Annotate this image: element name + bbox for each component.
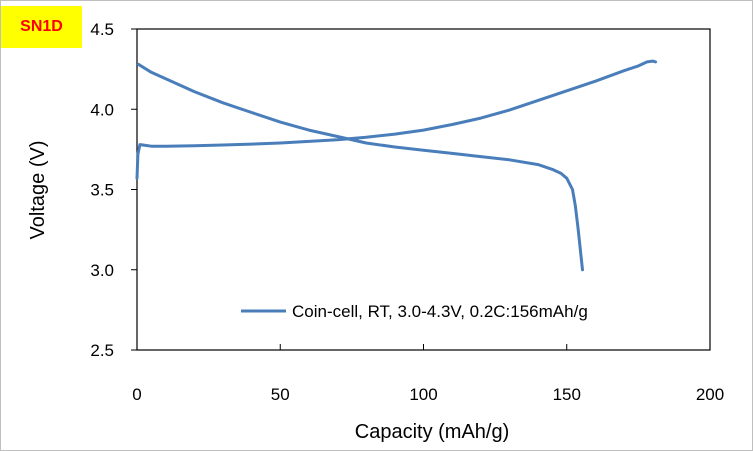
discharge-curve: [136, 62, 584, 272]
x-tick-label: 50: [271, 385, 290, 404]
x-tick-label: 200: [696, 385, 724, 404]
y-tick-label: 3.0: [90, 261, 114, 280]
y-tick-label: 3.5: [90, 181, 114, 200]
sample-badge: SN1D: [1, 6, 82, 48]
legend-label: Coin-cell, RT, 3.0-4.3V, 0.2C:156mAh/g: [292, 302, 588, 321]
y-ticks: 2.5 3.0 3.5 4.0 4.5: [90, 20, 137, 360]
x-tick-label: 0: [132, 385, 141, 404]
charge-curve: [135, 59, 658, 180]
x-ticks: 0 50 100 150 200: [132, 344, 724, 404]
series-layer: [135, 59, 658, 272]
legend: Coin-cell, RT, 3.0-4.3V, 0.2C:156mAh/g: [241, 302, 588, 321]
x-tick-label: 100: [409, 385, 437, 404]
y-tick-label: 4.5: [90, 20, 114, 39]
y-tick-label: 4.0: [90, 100, 114, 119]
y-axis-title: Voltage (V): [27, 141, 49, 240]
y-tick-label: 2.5: [90, 341, 114, 360]
x-tick-label: 150: [553, 385, 581, 404]
x-axis-title: Capacity (mAh/g): [355, 421, 510, 443]
